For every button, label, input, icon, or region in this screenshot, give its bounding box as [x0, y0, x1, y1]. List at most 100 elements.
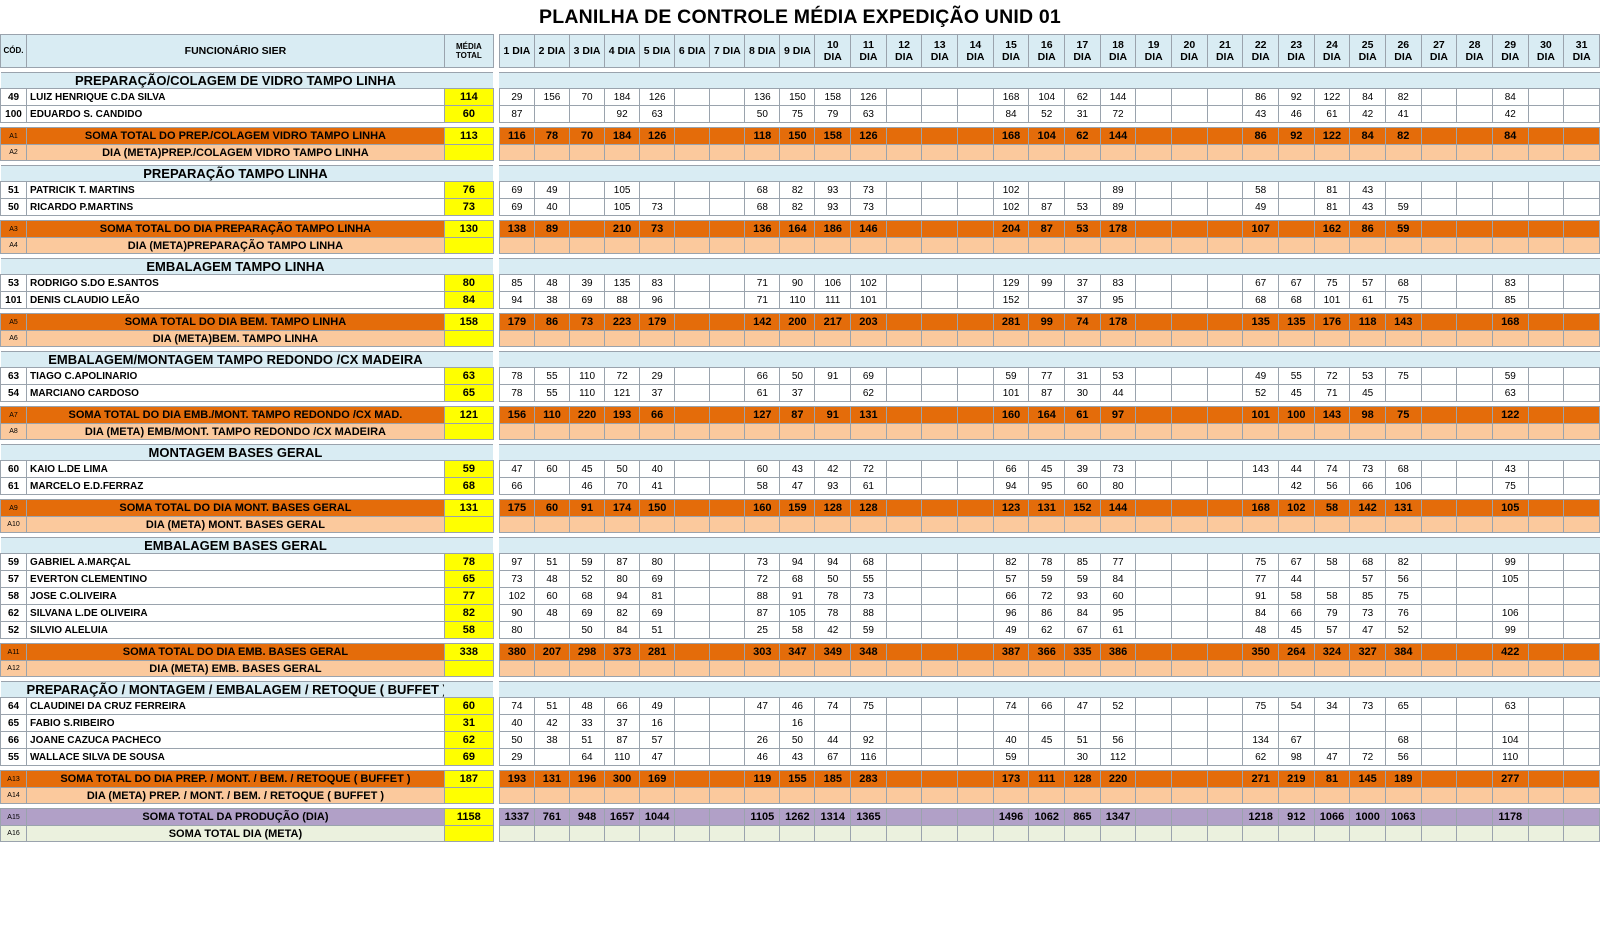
meta-day-cell[interactable]: [957, 330, 994, 347]
section-blank[interactable]: [1492, 444, 1529, 461]
day-cell[interactable]: 912: [1277, 808, 1315, 826]
day-cell[interactable]: [1384, 384, 1422, 402]
day-cell[interactable]: [1420, 714, 1458, 732]
day-cell[interactable]: 122: [1313, 88, 1351, 106]
meta-day-cell[interactable]: [1171, 787, 1208, 804]
section-blank[interactable]: [1456, 72, 1493, 89]
day-cell[interactable]: 95: [1028, 477, 1066, 495]
day-cell[interactable]: [1420, 621, 1458, 639]
day-cell[interactable]: [709, 621, 746, 639]
day-cell[interactable]: [709, 367, 746, 385]
section-blank[interactable]: [1064, 681, 1101, 698]
section-blank[interactable]: [444, 351, 494, 368]
day-cell[interactable]: 84: [1242, 604, 1279, 622]
day-cell[interactable]: [1456, 460, 1493, 478]
meta-day-cell[interactable]: [1277, 787, 1315, 804]
employee-code[interactable]: 62: [0, 604, 28, 622]
day-cell[interactable]: [1135, 604, 1173, 622]
meta-day-cell[interactable]: [1242, 330, 1279, 347]
meta-day-cell[interactable]: [1028, 237, 1066, 254]
day-cell[interactable]: 56: [1313, 477, 1351, 495]
day-cell[interactable]: 92: [1277, 88, 1315, 106]
section-blank[interactable]: [1385, 444, 1422, 461]
meta-day-cell[interactable]: [1099, 330, 1137, 347]
day-cell[interactable]: 1314: [814, 808, 852, 826]
meta-day-cell[interactable]: [885, 237, 923, 254]
header-day[interactable]: 12 DIA: [885, 34, 923, 68]
day-cell[interactable]: 42: [814, 621, 852, 639]
day-cell[interactable]: 73: [639, 198, 676, 216]
section-blank[interactable]: [1207, 165, 1243, 182]
day-cell[interactable]: 83: [1099, 274, 1137, 292]
section-title[interactable]: PREPARAÇÃO / MONTAGEM / EMBALAGEM / RETO…: [26, 681, 445, 698]
day-cell[interactable]: 47: [779, 477, 816, 495]
section-blank[interactable]: [921, 537, 958, 554]
meta-day-cell[interactable]: [1420, 330, 1458, 347]
section-blank[interactable]: [1385, 165, 1422, 182]
header-day[interactable]: 1 DIA: [498, 34, 535, 68]
section-blank[interactable]: [744, 72, 780, 89]
day-cell[interactable]: 75: [1384, 406, 1422, 424]
spacer-cell[interactable]: [493, 401, 500, 407]
header-day[interactable]: 20 DIA: [1171, 34, 1208, 68]
section-blank[interactable]: [534, 258, 570, 275]
employee-code[interactable]: 101: [0, 291, 28, 309]
meta-day-cell[interactable]: [1420, 237, 1458, 254]
day-cell[interactable]: 84: [1491, 88, 1529, 106]
day-cell[interactable]: [1527, 127, 1565, 145]
section-blank[interactable]: [1349, 258, 1386, 275]
soma-label[interactable]: SOMA TOTAL DO DIA BEM. TAMPO LINHA: [26, 313, 445, 331]
meta-day-cell[interactable]: [1135, 787, 1173, 804]
day-cell[interactable]: 41: [639, 477, 676, 495]
day-cell[interactable]: 69: [850, 367, 887, 385]
day-cell[interactable]: [1135, 808, 1173, 826]
meta-day-cell[interactable]: [639, 660, 676, 677]
day-cell[interactable]: 135: [1242, 313, 1279, 331]
meta-day-cell[interactable]: [674, 144, 711, 161]
section-blank[interactable]: [499, 681, 535, 698]
day-cell[interactable]: [921, 291, 959, 309]
employee-name[interactable]: PATRICIK T. MARTINS: [26, 181, 445, 199]
meta-day-cell[interactable]: [1064, 144, 1101, 161]
separator[interactable]: [493, 681, 500, 698]
day-cell[interactable]: [885, 406, 923, 424]
day-cell[interactable]: 52: [1242, 384, 1279, 402]
day-cell[interactable]: [1171, 220, 1208, 238]
day-cell[interactable]: [709, 88, 746, 106]
day-cell[interactable]: [533, 477, 571, 495]
day-cell[interactable]: 145: [1349, 770, 1386, 788]
day-cell[interactable]: [1171, 313, 1208, 331]
day-cell[interactable]: 51: [639, 621, 676, 639]
day-cell[interactable]: [1527, 553, 1565, 571]
section-blank[interactable]: [0, 537, 27, 554]
section-blank[interactable]: [886, 72, 922, 89]
day-cell[interactable]: 67: [1064, 621, 1101, 639]
day-cell[interactable]: 67: [1277, 731, 1315, 749]
day-cell[interactable]: 44: [1099, 384, 1137, 402]
section-blank[interactable]: [779, 537, 815, 554]
meta-day-cell[interactable]: [1064, 660, 1101, 677]
day-cell[interactable]: [992, 714, 1030, 732]
section-blank[interactable]: [1456, 537, 1493, 554]
day-cell[interactable]: [1171, 697, 1208, 715]
day-cell[interactable]: [1527, 181, 1565, 199]
meta-day-cell[interactable]: [1563, 516, 1600, 533]
day-cell[interactable]: [1384, 181, 1422, 199]
day-cell[interactable]: [957, 499, 994, 517]
section-blank[interactable]: [0, 165, 27, 182]
section-blank[interactable]: [569, 165, 605, 182]
total-label[interactable]: SOMA TOTAL DA PRODUÇÃO (DIA): [26, 808, 445, 826]
day-cell[interactable]: [569, 105, 606, 123]
section-blank[interactable]: [993, 72, 1029, 89]
day-cell[interactable]: 283: [850, 770, 887, 788]
day-cell[interactable]: 264: [1277, 643, 1315, 661]
meta-day-cell[interactable]: [1384, 237, 1422, 254]
section-blank[interactable]: [1528, 444, 1564, 461]
day-cell[interactable]: 90: [779, 274, 816, 292]
day-cell[interactable]: 89: [533, 220, 571, 238]
day-cell[interactable]: [1563, 406, 1600, 424]
day-cell[interactable]: [957, 181, 994, 199]
day-cell[interactable]: [709, 731, 746, 749]
day-cell[interactable]: 155: [779, 770, 816, 788]
day-cell[interactable]: [1135, 291, 1173, 309]
